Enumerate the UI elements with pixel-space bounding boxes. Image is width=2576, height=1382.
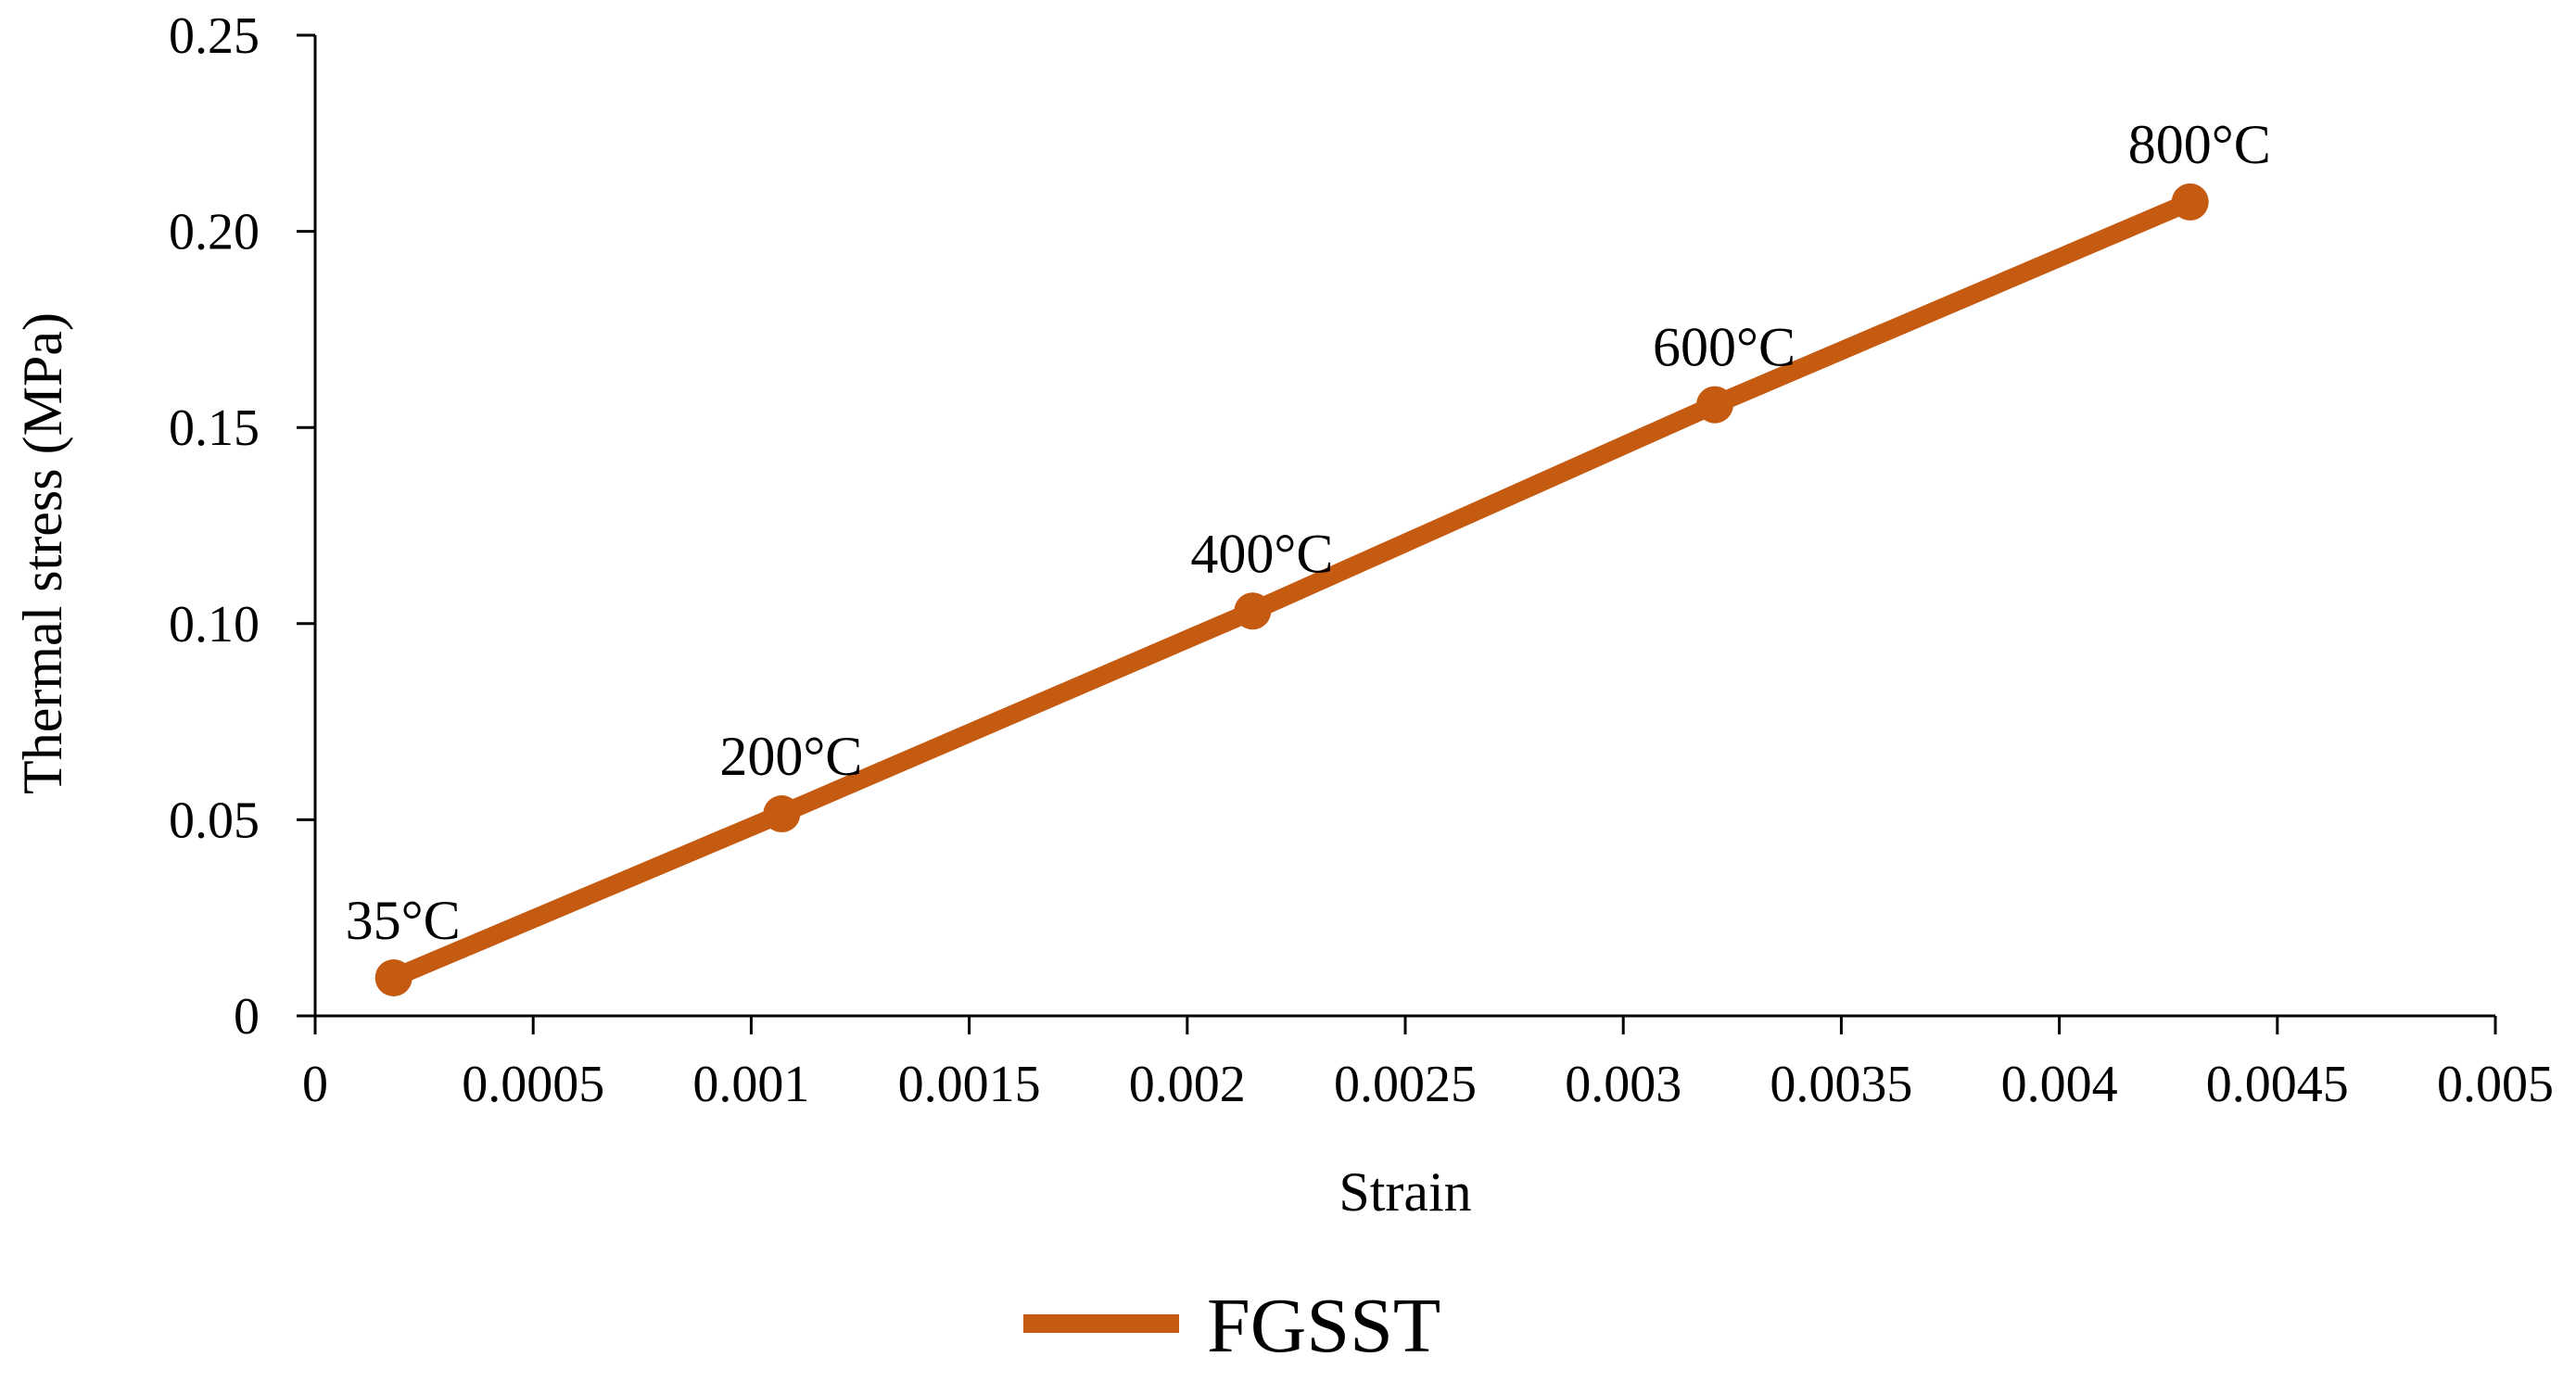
y-tick-label: 0: [234, 988, 260, 1046]
data-label: 400°C: [1190, 523, 1333, 584]
series-layer: 35°C 200°C 400°C 600°C 800°C: [346, 114, 2271, 996]
x-axis: 0 0.0005 0.001 0.0015 0.002 0.0025 0.003 0.0035…: [302, 1014, 2554, 1113]
data-label: 35°C: [346, 890, 461, 951]
plot-area: 0 0.0005 0.001 0.0015 0.002 0.0025 0.003 0.0035…: [169, 7, 2554, 1113]
data-point: [374, 958, 412, 996]
y-tick-label: 0.20: [169, 204, 260, 261]
data-point: [763, 795, 801, 833]
legend: FGSST: [1023, 1283, 1440, 1369]
y-tick-label: 0.15: [169, 399, 260, 457]
x-tick-label: 0.0005: [462, 1056, 604, 1113]
data-label: 600°C: [1653, 317, 1796, 378]
y-tick-label: 0.10: [169, 596, 260, 653]
data-point: [1695, 386, 1733, 424]
x-axis-title: Strain: [1339, 1161, 1471, 1223]
y-axis-title: Thermal stress (MPa): [12, 312, 73, 794]
x-tick-label: 0.001: [692, 1056, 809, 1113]
data-point: [2171, 183, 2209, 221]
x-tick-label: 0.005: [2437, 1056, 2554, 1113]
x-tick-label: 0.004: [2001, 1056, 2118, 1113]
x-tick-label: 0.003: [1565, 1056, 1681, 1113]
y-axis: 0 0.05 0.10 0.15 0.20 0.25: [169, 7, 317, 1046]
data-label: 800°C: [2128, 114, 2271, 175]
x-tick-label: 0.0045: [2206, 1056, 2349, 1113]
x-tick-label: 0.002: [1129, 1056, 1246, 1113]
series-line: [384, 192, 2200, 987]
y-tick-label: 0.25: [169, 7, 260, 65]
legend-label: FGSST: [1207, 1283, 1440, 1369]
x-tick-label: 0.0015: [898, 1056, 1041, 1113]
x-tick-label: 0: [302, 1056, 328, 1113]
x-tick-label: 0.0035: [1770, 1056, 1912, 1113]
x-tick-label: 0.0025: [1334, 1056, 1477, 1113]
data-label: 200°C: [719, 726, 862, 787]
y-tick-label: 0.05: [169, 792, 260, 849]
data-point: [1234, 592, 1272, 630]
